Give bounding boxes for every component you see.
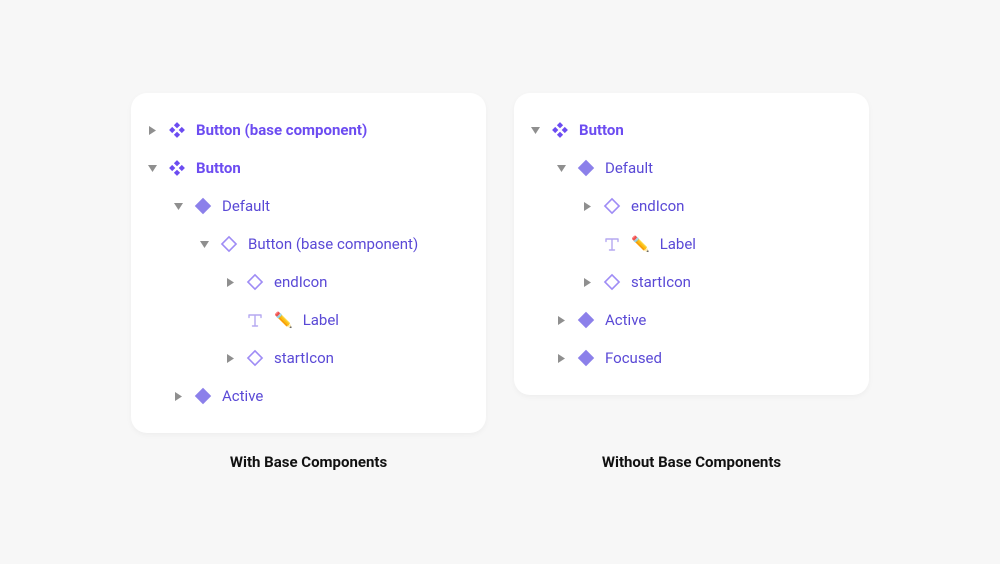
pencil-emoji-icon: ✏️: [274, 311, 293, 329]
instance-icon: [603, 197, 621, 215]
panels-container: Button (base component) Button Default B…: [131, 93, 869, 433]
layer-label: startIcon: [274, 349, 334, 367]
layers-panel-right: Button Default endIcon ✏️ Label startIcon…: [514, 93, 869, 395]
disclosure-arrow-icon[interactable]: [582, 201, 593, 212]
layer-row[interactable]: ✏️ Label: [524, 225, 851, 263]
disclosure-arrow-icon[interactable]: [556, 353, 567, 364]
layer-label: Button: [196, 159, 241, 177]
component-icon: [168, 121, 186, 139]
layer-label: Active: [222, 387, 263, 405]
text-layer-icon: [246, 311, 264, 329]
layer-row[interactable]: endIcon: [524, 187, 851, 225]
variant-icon: [577, 159, 595, 177]
variant-icon: [577, 349, 595, 367]
layer-row[interactable]: Active: [524, 301, 851, 339]
disclosure-arrow-icon[interactable]: [556, 315, 567, 326]
layer-row[interactable]: Default: [524, 149, 851, 187]
layer-label: Button (base component): [196, 121, 367, 139]
layer-row[interactable]: Active: [141, 377, 468, 415]
layer-row[interactable]: Default: [141, 187, 468, 225]
component-icon: [168, 159, 186, 177]
component-icon: [551, 121, 569, 139]
layer-row[interactable]: Button (base component): [141, 111, 468, 149]
caption-right: Without Base Components: [514, 453, 869, 471]
layer-label: Label: [303, 311, 339, 329]
layer-row[interactable]: ✏️ Label: [141, 301, 468, 339]
layer-row[interactable]: startIcon: [141, 339, 468, 377]
layer-label: Default: [222, 197, 270, 215]
instance-icon: [246, 273, 264, 291]
disclosure-arrow-icon[interactable]: [199, 239, 210, 250]
layer-row[interactable]: Button: [141, 149, 468, 187]
layer-label: Active: [605, 311, 646, 329]
layer-label: Label: [660, 235, 696, 253]
disclosure-arrow-icon[interactable]: [147, 163, 158, 174]
layer-label: Button (base component): [248, 235, 418, 253]
disclosure-arrow-icon[interactable]: [147, 125, 158, 136]
instance-icon: [246, 349, 264, 367]
layer-label: Button: [579, 121, 624, 139]
disclosure-arrow-icon[interactable]: [556, 163, 567, 174]
caption-left: With Base Components: [131, 453, 486, 471]
spacer-icon: [225, 315, 236, 326]
spacer-icon: [582, 239, 593, 250]
disclosure-arrow-icon[interactable]: [225, 277, 236, 288]
captions-container: With Base Components Without Base Compon…: [131, 453, 869, 471]
disclosure-arrow-icon[interactable]: [173, 201, 184, 212]
layer-row[interactable]: Button (base component): [141, 225, 468, 263]
disclosure-arrow-icon[interactable]: [582, 277, 593, 288]
variant-icon: [194, 387, 212, 405]
layer-label: endIcon: [274, 273, 327, 291]
layer-row[interactable]: Focused: [524, 339, 851, 377]
disclosure-arrow-icon[interactable]: [225, 353, 236, 364]
instance-icon: [603, 273, 621, 291]
layer-label: endIcon: [631, 197, 684, 215]
text-layer-icon: [603, 235, 621, 253]
layer-row[interactable]: Button: [524, 111, 851, 149]
variant-icon: [194, 197, 212, 215]
disclosure-arrow-icon[interactable]: [173, 391, 184, 402]
layer-label: startIcon: [631, 273, 691, 291]
layer-row[interactable]: startIcon: [524, 263, 851, 301]
instance-icon: [220, 235, 238, 253]
disclosure-arrow-icon[interactable]: [530, 125, 541, 136]
layer-row[interactable]: endIcon: [141, 263, 468, 301]
layers-panel-left: Button (base component) Button Default B…: [131, 93, 486, 433]
variant-icon: [577, 311, 595, 329]
pencil-emoji-icon: ✏️: [631, 235, 650, 253]
layer-label: Focused: [605, 349, 662, 367]
layer-label: Default: [605, 159, 653, 177]
